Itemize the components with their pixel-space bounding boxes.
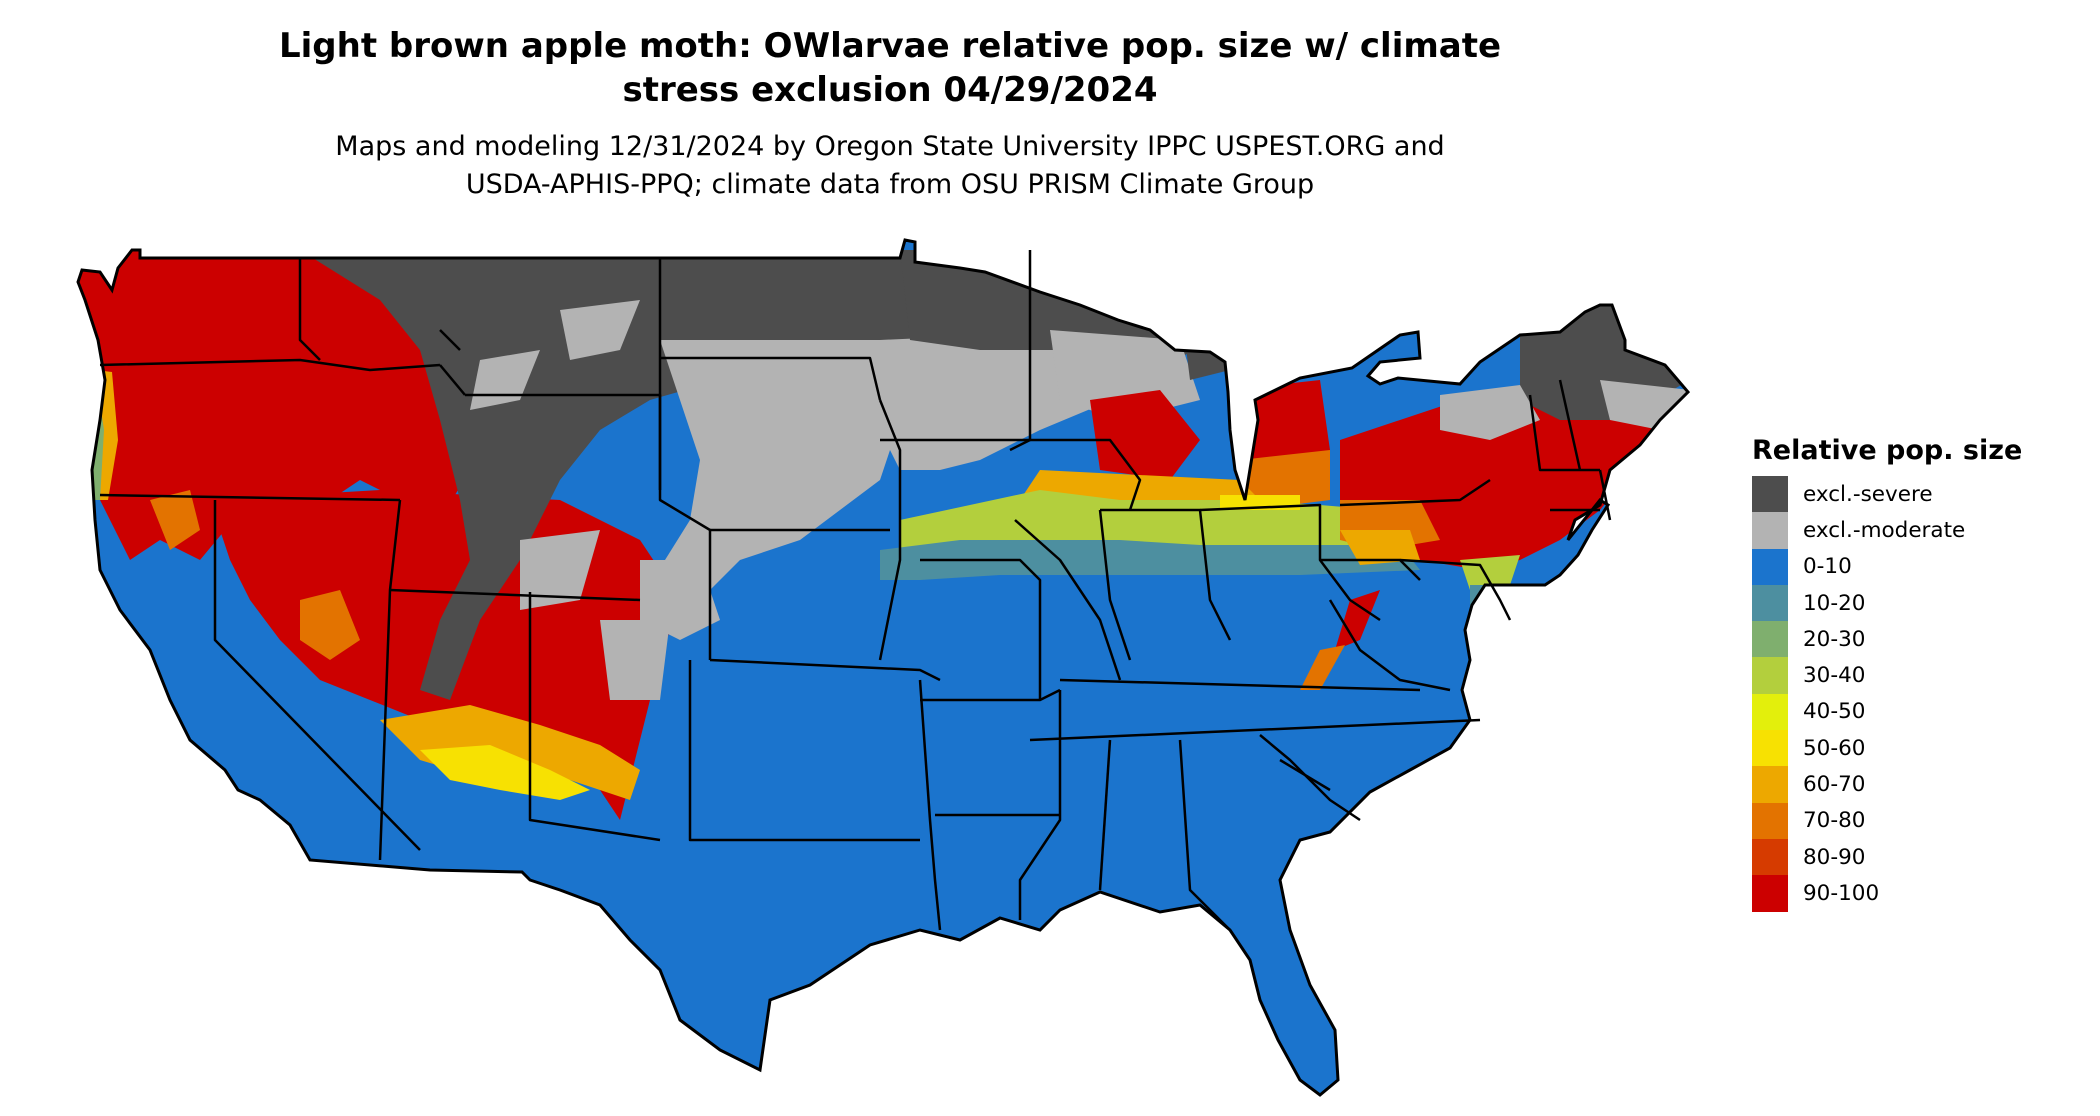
legend-label: excl.-severe — [1803, 481, 1933, 507]
legend-swatch — [1752, 838, 1788, 876]
legend-label: 40-50 — [1803, 699, 1866, 725]
legend-item: 0-10 — [1752, 548, 2082, 585]
legend-item: 50-60 — [1752, 730, 2082, 767]
legend-swatch — [1752, 875, 1788, 912]
map-title: Light brown apple moth: OWlarvae relativ… — [150, 24, 1630, 112]
legend-item: excl.-moderate — [1752, 512, 2082, 549]
legend-swatch — [1752, 476, 1788, 513]
legend-item: 80-90 — [1752, 838, 2082, 876]
subtitle-line-2: USDA-APHIS-PPQ; climate data from OSU PR… — [465, 169, 1315, 200]
map-subtitle: Maps and modeling 12/31/2024 by Oregon S… — [150, 128, 1630, 204]
legend-item: 30-40 — [1752, 657, 2082, 694]
legend-label: 0-10 — [1803, 554, 1852, 580]
legend-swatch — [1752, 693, 1788, 731]
legend-item: 90-100 — [1752, 875, 2082, 912]
map-legend: Relative pop. size excl.-severe excl.-mod… — [1752, 434, 2082, 912]
legend-label: 10-20 — [1803, 590, 1866, 616]
legend-item: 40-50 — [1752, 693, 2082, 731]
legend-swatch — [1752, 548, 1788, 585]
legend-swatch — [1752, 584, 1788, 622]
legend-label: excl.-moderate — [1803, 517, 1966, 543]
title-line-1: Light brown apple moth: OWlarvae relativ… — [278, 26, 1502, 66]
legend-swatch — [1752, 512, 1788, 549]
legend-item: 20-30 — [1752, 621, 2082, 658]
legend-label: 30-40 — [1803, 663, 1866, 689]
legend-items: excl.-severe excl.-moderate 0-10 10-20 20-30… — [1752, 476, 2082, 912]
legend-label: 20-30 — [1803, 626, 1866, 652]
legend-title: Relative pop. size — [1752, 435, 2023, 466]
legend-swatch — [1752, 766, 1788, 803]
legend-item: 10-20 — [1752, 584, 2082, 622]
title-line-2: stress exclusion 04/29/2024 — [622, 70, 1158, 110]
legend-swatch — [1752, 657, 1788, 694]
subtitle-line-1: Maps and modeling 12/31/2024 by Oregon S… — [335, 131, 1445, 162]
legend-swatch — [1752, 621, 1788, 658]
legend-label: 60-70 — [1803, 772, 1866, 798]
legend-item: 70-80 — [1752, 802, 2082, 839]
us-map — [76, 238, 1691, 1097]
legend-item: excl.-severe — [1752, 476, 2082, 513]
legend-swatch — [1752, 730, 1788, 767]
legend-label: 50-60 — [1803, 735, 1866, 761]
legend-label: 80-90 — [1803, 844, 1866, 870]
legend-label: 70-80 — [1803, 808, 1866, 834]
legend-label: 90-100 — [1803, 880, 1880, 906]
legend-item: 60-70 — [1752, 766, 2082, 803]
legend-swatch — [1752, 802, 1788, 839]
